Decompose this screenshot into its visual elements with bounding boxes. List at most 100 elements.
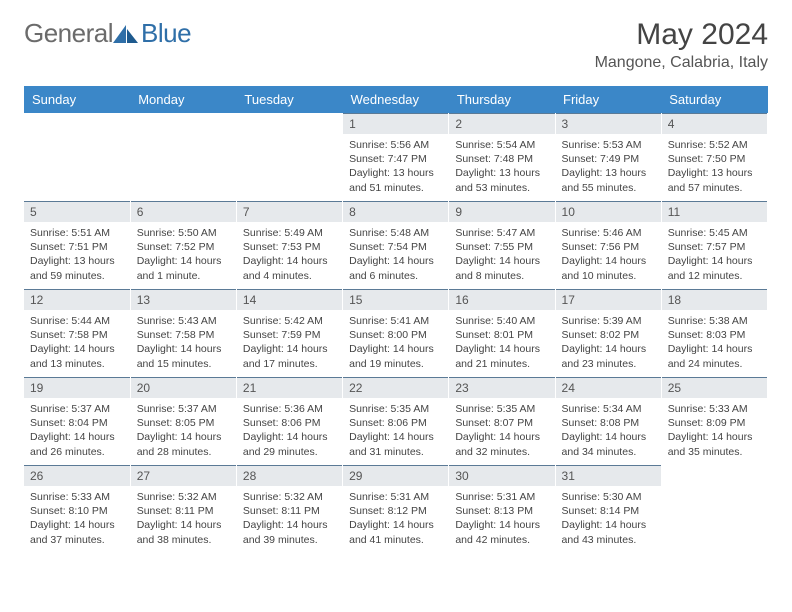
day-number: 23 xyxy=(449,377,554,398)
location: Mangone, Calabria, Italy xyxy=(595,54,768,72)
day-number: 10 xyxy=(556,201,661,222)
calendar-cell: 31Sunrise: 5:30 AMSunset: 8:14 PMDayligh… xyxy=(555,465,661,553)
sunrise-text: Sunrise: 5:32 AM xyxy=(243,490,336,504)
daylight-text-1: Daylight: 14 hours xyxy=(455,430,548,444)
sunset-text: Sunset: 7:52 PM xyxy=(137,240,230,254)
day-details: Sunrise: 5:41 AMSunset: 8:00 PMDaylight:… xyxy=(343,310,448,377)
sunset-text: Sunset: 8:11 PM xyxy=(243,504,336,518)
sunset-text: Sunset: 7:47 PM xyxy=(349,152,442,166)
day-number: 22 xyxy=(343,377,448,398)
day-number: 7 xyxy=(237,201,342,222)
weekday-header-row: SundayMondayTuesdayWednesdayThursdayFrid… xyxy=(24,86,768,113)
calendar-cell: 8Sunrise: 5:48 AMSunset: 7:54 PMDaylight… xyxy=(343,201,449,289)
day-details: Sunrise: 5:51 AMSunset: 7:51 PMDaylight:… xyxy=(24,222,130,289)
day-number: 12 xyxy=(24,289,130,310)
title-block: May 2024 Mangone, Calabria, Italy xyxy=(595,18,768,72)
calendar-cell: 7Sunrise: 5:49 AMSunset: 7:53 PMDaylight… xyxy=(236,201,342,289)
daylight-text-2: and 57 minutes. xyxy=(668,181,761,195)
daylight-text-1: Daylight: 14 hours xyxy=(349,518,442,532)
daylight-text-2: and 53 minutes. xyxy=(455,181,548,195)
sunrise-text: Sunrise: 5:31 AM xyxy=(455,490,548,504)
day-details: Sunrise: 5:33 AMSunset: 8:09 PMDaylight:… xyxy=(662,398,767,465)
daylight-text-1: Daylight: 14 hours xyxy=(455,254,548,268)
daylight-text-2: and 43 minutes. xyxy=(562,533,655,547)
sunset-text: Sunset: 8:06 PM xyxy=(349,416,442,430)
calendar-cell: 17Sunrise: 5:39 AMSunset: 8:02 PMDayligh… xyxy=(555,289,661,377)
calendar-cell: 30Sunrise: 5:31 AMSunset: 8:13 PMDayligh… xyxy=(449,465,555,553)
day-details: Sunrise: 5:32 AMSunset: 8:11 PMDaylight:… xyxy=(237,486,342,553)
day-details: Sunrise: 5:43 AMSunset: 7:58 PMDaylight:… xyxy=(131,310,236,377)
sunrise-text: Sunrise: 5:38 AM xyxy=(668,314,761,328)
daylight-text-2: and 6 minutes. xyxy=(349,269,442,283)
calendar-cell: 10Sunrise: 5:46 AMSunset: 7:56 PMDayligh… xyxy=(555,201,661,289)
day-details: Sunrise: 5:38 AMSunset: 8:03 PMDaylight:… xyxy=(662,310,767,377)
daylight-text-2: and 37 minutes. xyxy=(30,533,124,547)
sunset-text: Sunset: 7:54 PM xyxy=(349,240,442,254)
sunset-text: Sunset: 8:11 PM xyxy=(137,504,230,518)
daylight-text-1: Daylight: 14 hours xyxy=(243,430,336,444)
day-number: 6 xyxy=(131,201,236,222)
day-details: Sunrise: 5:42 AMSunset: 7:59 PMDaylight:… xyxy=(237,310,342,377)
day-number: 28 xyxy=(237,465,342,486)
daylight-text-1: Daylight: 14 hours xyxy=(562,518,655,532)
day-number: 5 xyxy=(24,201,130,222)
sunrise-text: Sunrise: 5:52 AM xyxy=(668,138,761,152)
day-number: 26 xyxy=(24,465,130,486)
daylight-text-2: and 23 minutes. xyxy=(562,357,655,371)
day-details: Sunrise: 5:31 AMSunset: 8:13 PMDaylight:… xyxy=(449,486,554,553)
daylight-text-1: Daylight: 14 hours xyxy=(349,342,442,356)
calendar-cell: 21Sunrise: 5:36 AMSunset: 8:06 PMDayligh… xyxy=(236,377,342,465)
sunset-text: Sunset: 8:03 PM xyxy=(668,328,761,342)
daylight-text-2: and 8 minutes. xyxy=(455,269,548,283)
daylight-text-2: and 10 minutes. xyxy=(562,269,655,283)
day-details: Sunrise: 5:52 AMSunset: 7:50 PMDaylight:… xyxy=(662,134,767,201)
daylight-text-2: and 55 minutes. xyxy=(562,181,655,195)
day-number: 13 xyxy=(131,289,236,310)
logo-text-general: General xyxy=(24,18,113,49)
daylight-text-2: and 21 minutes. xyxy=(455,357,548,371)
sunset-text: Sunset: 8:05 PM xyxy=(137,416,230,430)
calendar-cell: 12Sunrise: 5:44 AMSunset: 7:58 PMDayligh… xyxy=(24,289,130,377)
calendar-week-row: 5Sunrise: 5:51 AMSunset: 7:51 PMDaylight… xyxy=(24,201,768,289)
daylight-text-1: Daylight: 13 hours xyxy=(455,166,548,180)
day-number: 30 xyxy=(449,465,554,486)
day-details: Sunrise: 5:45 AMSunset: 7:57 PMDaylight:… xyxy=(662,222,767,289)
calendar-table: SundayMondayTuesdayWednesdayThursdayFrid… xyxy=(24,86,768,553)
day-details: Sunrise: 5:36 AMSunset: 8:06 PMDaylight:… xyxy=(237,398,342,465)
daylight-text-1: Daylight: 14 hours xyxy=(137,254,230,268)
sunrise-text: Sunrise: 5:30 AM xyxy=(562,490,655,504)
calendar-cell: 18Sunrise: 5:38 AMSunset: 8:03 PMDayligh… xyxy=(661,289,767,377)
day-number: 25 xyxy=(662,377,767,398)
daylight-text-1: Daylight: 14 hours xyxy=(668,254,761,268)
daylight-text-2: and 29 minutes. xyxy=(243,445,336,459)
calendar-cell: 25Sunrise: 5:33 AMSunset: 8:09 PMDayligh… xyxy=(661,377,767,465)
sunrise-text: Sunrise: 5:42 AM xyxy=(243,314,336,328)
calendar-week-row: 12Sunrise: 5:44 AMSunset: 7:58 PMDayligh… xyxy=(24,289,768,377)
day-number: 27 xyxy=(131,465,236,486)
daylight-text-2: and 15 minutes. xyxy=(137,357,230,371)
sunrise-text: Sunrise: 5:41 AM xyxy=(349,314,442,328)
sunset-text: Sunset: 7:58 PM xyxy=(30,328,124,342)
daylight-text-2: and 4 minutes. xyxy=(243,269,336,283)
sunrise-text: Sunrise: 5:37 AM xyxy=(30,402,124,416)
weekday-header: Wednesday xyxy=(343,86,449,113)
sunset-text: Sunset: 8:07 PM xyxy=(455,416,548,430)
sunset-text: Sunset: 7:48 PM xyxy=(455,152,548,166)
sunrise-text: Sunrise: 5:33 AM xyxy=(668,402,761,416)
sunrise-text: Sunrise: 5:32 AM xyxy=(137,490,230,504)
sunset-text: Sunset: 7:55 PM xyxy=(455,240,548,254)
calendar-cell: 14Sunrise: 5:42 AMSunset: 7:59 PMDayligh… xyxy=(236,289,342,377)
daylight-text-2: and 19 minutes. xyxy=(349,357,442,371)
daylight-text-2: and 24 minutes. xyxy=(668,357,761,371)
sunrise-text: Sunrise: 5:46 AM xyxy=(562,226,655,240)
calendar-week-row: 26Sunrise: 5:33 AMSunset: 8:10 PMDayligh… xyxy=(24,465,768,553)
logo: General Blue xyxy=(24,18,191,49)
day-number: 14 xyxy=(237,289,342,310)
daylight-text-1: Daylight: 14 hours xyxy=(349,430,442,444)
calendar-cell xyxy=(130,113,236,201)
calendar-cell: 9Sunrise: 5:47 AMSunset: 7:55 PMDaylight… xyxy=(449,201,555,289)
daylight-text-1: Daylight: 14 hours xyxy=(455,518,548,532)
day-number: 31 xyxy=(556,465,661,486)
weekday-header: Friday xyxy=(555,86,661,113)
day-details: Sunrise: 5:56 AMSunset: 7:47 PMDaylight:… xyxy=(343,134,448,201)
